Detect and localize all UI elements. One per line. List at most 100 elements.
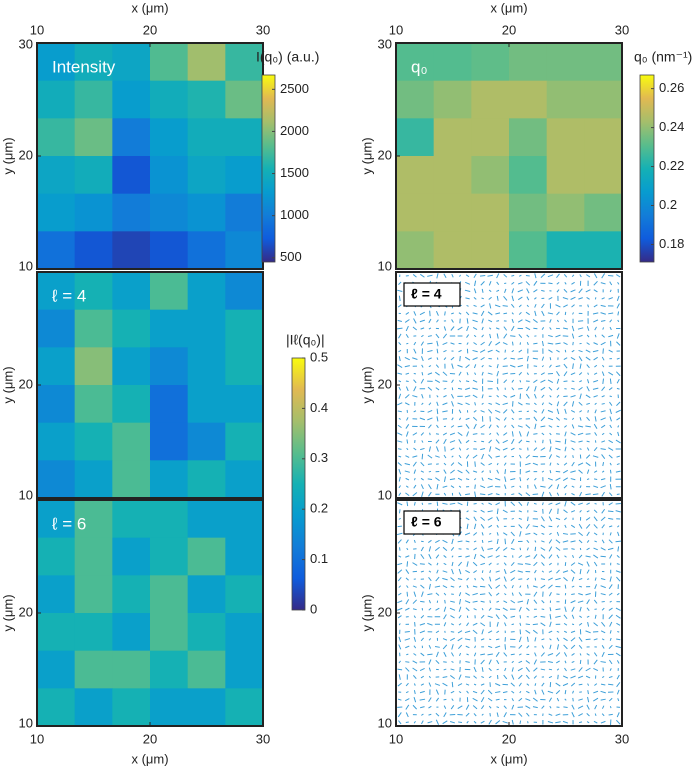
vector-glyph [406, 381, 409, 382]
vector-glyph [587, 579, 589, 580]
heatmap-cell [150, 538, 188, 576]
heatmap-cell [112, 538, 150, 576]
heatmap-cell [225, 575, 263, 613]
vector-glyph [558, 675, 559, 679]
vector-glyph [487, 381, 492, 382]
heatmap-cell [471, 231, 509, 269]
heatmap-cell [547, 231, 585, 269]
heatmap-cell [112, 347, 150, 385]
vector-glyph [482, 540, 483, 543]
heatmap-cell [37, 310, 75, 348]
heatmap-cell [225, 81, 263, 119]
vector-glyph [548, 283, 552, 284]
x-axis-label: x (μm) [131, 0, 168, 15]
heatmap-cell [225, 231, 263, 269]
vector-glyph [495, 609, 500, 610]
colorbar-tick-label: 0.4 [310, 400, 328, 415]
vector-glyph [490, 600, 491, 603]
heatmap-cell [150, 613, 188, 651]
heatmap-cell [434, 194, 472, 232]
colorbar [640, 75, 654, 262]
heatmap-cell [225, 423, 263, 461]
vector-glyph [565, 585, 566, 589]
vector-glyph [527, 411, 529, 412]
vector-glyph [526, 275, 530, 276]
panel-label: ℓ = 4 [51, 286, 86, 305]
heatmap-cell [225, 347, 263, 385]
y-tick-label: 20 [378, 147, 392, 162]
heatmap-cell [471, 194, 509, 232]
vector-glyph [430, 311, 431, 316]
vector-glyph [518, 564, 523, 565]
heatmap-cell [188, 272, 226, 310]
heatmap-cell [75, 460, 113, 498]
y-tick-label: 20 [19, 376, 33, 391]
heatmap-cell [37, 118, 75, 156]
heatmap-cell [75, 81, 113, 119]
x-tick-label: 10 [30, 22, 44, 37]
heatmap-cell [37, 575, 75, 613]
vector-glyph [505, 539, 506, 544]
x-axis-label: x (μm) [490, 0, 527, 15]
vector-glyph [407, 501, 408, 506]
y-tick-label: 10 [378, 715, 392, 730]
panel-label: ℓ = 6 [411, 514, 442, 530]
vector-glyph [490, 713, 491, 716]
colorbar-tick-label: 0.1 [310, 551, 328, 566]
vector-glyph [503, 313, 507, 314]
vector-glyph [445, 311, 446, 315]
vector-glyph [497, 564, 499, 565]
vector-glyph [572, 381, 575, 382]
vector-glyph [474, 441, 476, 442]
vector-glyph [557, 426, 559, 427]
vector-glyph [520, 721, 521, 724]
heatmap-cell [150, 575, 188, 613]
vector-glyph [512, 518, 514, 519]
heatmap-cell [471, 156, 509, 194]
vector-glyph [541, 616, 546, 617]
heatmap-cell [150, 500, 188, 538]
vector-glyph [572, 624, 574, 625]
heatmap-cell [225, 613, 263, 651]
vector-glyph [520, 548, 521, 550]
heatmap-cell [112, 156, 150, 194]
heatmap-cell [188, 385, 226, 423]
vector-glyph [505, 644, 506, 649]
vector-glyph [445, 446, 446, 451]
colorbar-tick-label: 0.2 [310, 501, 328, 516]
heatmap-cell [547, 81, 585, 119]
vector-glyph [480, 586, 485, 587]
vector-glyph [405, 662, 409, 663]
vector-glyph [437, 409, 438, 414]
heatmap-cell [37, 651, 75, 689]
y-axis-label: y (μm) [359, 594, 374, 631]
heatmap-cell [547, 43, 585, 81]
vector-glyph [475, 485, 476, 489]
heatmap-cell [150, 423, 188, 461]
heatmap-cell [225, 272, 263, 310]
y-tick-label: 10 [19, 715, 33, 730]
vector-glyph [445, 600, 446, 604]
heatmap-cell [75, 688, 113, 726]
heatmap-cell [150, 385, 188, 423]
vector-glyph [617, 388, 620, 389]
vector-glyph [518, 388, 522, 389]
y-tick-label: 10 [378, 487, 392, 502]
vector-glyph [528, 517, 529, 521]
colorbar-tick-label: 0.2 [659, 197, 677, 212]
x-axis-label: x (μm) [131, 751, 168, 766]
vector-glyph [601, 556, 606, 557]
vector-glyph [511, 654, 515, 655]
vector-glyph [460, 356, 461, 361]
colorbar-tick-label: 0.5 [310, 349, 328, 364]
panel-label: Intensity [52, 57, 116, 76]
vector-glyph [407, 439, 408, 443]
vector-glyph [466, 381, 469, 382]
heatmap-cell [75, 310, 113, 348]
x-tick-label: 20 [502, 22, 516, 37]
vector-glyph [458, 388, 462, 389]
vector-glyph [563, 707, 567, 708]
vector-glyph [443, 662, 447, 663]
heatmap-cell [225, 688, 263, 726]
heatmap-cell [396, 231, 434, 269]
